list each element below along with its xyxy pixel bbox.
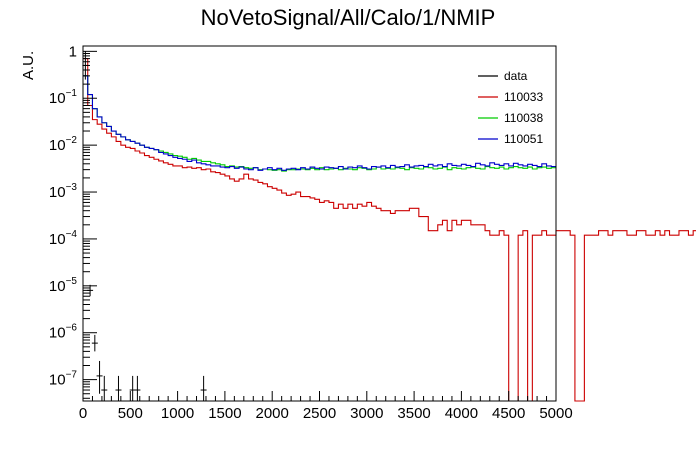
legend-entry-110038: 110038 [478, 111, 543, 125]
x-tick-label: 2000 [256, 405, 289, 422]
y-tick-label: 10−6 [49, 323, 78, 342]
x-tick-label: 3500 [397, 405, 430, 422]
x-tick-label: 1000 [161, 405, 194, 422]
data-point [101, 375, 108, 401]
legend-entry-110051: 110051 [478, 132, 543, 146]
x-tick-label: 4500 [492, 405, 525, 422]
legend-label: 110038 [504, 111, 543, 125]
data-points-layer [82, 51, 207, 401]
legend-entry-110033: 110033 [478, 90, 543, 104]
x-tick-label: 1500 [208, 405, 241, 422]
legend-label: 110033 [504, 90, 543, 104]
x-tick-label: 500 [118, 405, 143, 422]
x-tick-label: 2500 [303, 405, 336, 422]
x-tick-label: 4000 [445, 405, 478, 422]
legend-entry-data: data [478, 69, 528, 83]
y-tick-label: 10−2 [49, 135, 78, 154]
legend: data 110033 110038 110051 [478, 69, 543, 146]
x-tick-label: 0 [79, 405, 87, 422]
plot-frame [82, 45, 557, 402]
x-tick-label: 3000 [350, 405, 383, 422]
series-line-110051 [83, 75, 556, 171]
legend-label: 110051 [504, 132, 543, 146]
data-point [200, 375, 207, 401]
y-tick-label: 10−3 [49, 182, 78, 201]
data-point [91, 334, 98, 352]
data-point [96, 360, 103, 394]
data-point [134, 375, 141, 401]
chart-title: NoVetoSignal/All/Calo/1/NMIP [201, 5, 496, 30]
legend-label: data [504, 69, 528, 83]
y-tick-label: 10−7 [49, 370, 78, 389]
x-axis: 0 500 1000 1500 2000 2500 3000 3500 4000 4500 5000 [79, 391, 573, 422]
y-tick-label: 1 [69, 43, 77, 60]
x-tick-label: 5000 [539, 405, 572, 422]
data-point [115, 375, 122, 401]
y-tick-label: 10−5 [49, 276, 78, 295]
series-layer [83, 58, 696, 402]
series-line-110033 [83, 58, 696, 402]
y-tick-label: 10−1 [49, 88, 78, 107]
y-axis: 1 10−1 10−2 10−3 10−4 10−5 10−6 10−7 [49, 43, 97, 399]
y-axis-label: A.U. [20, 51, 37, 80]
y-tick-label: 10−4 [49, 229, 78, 248]
